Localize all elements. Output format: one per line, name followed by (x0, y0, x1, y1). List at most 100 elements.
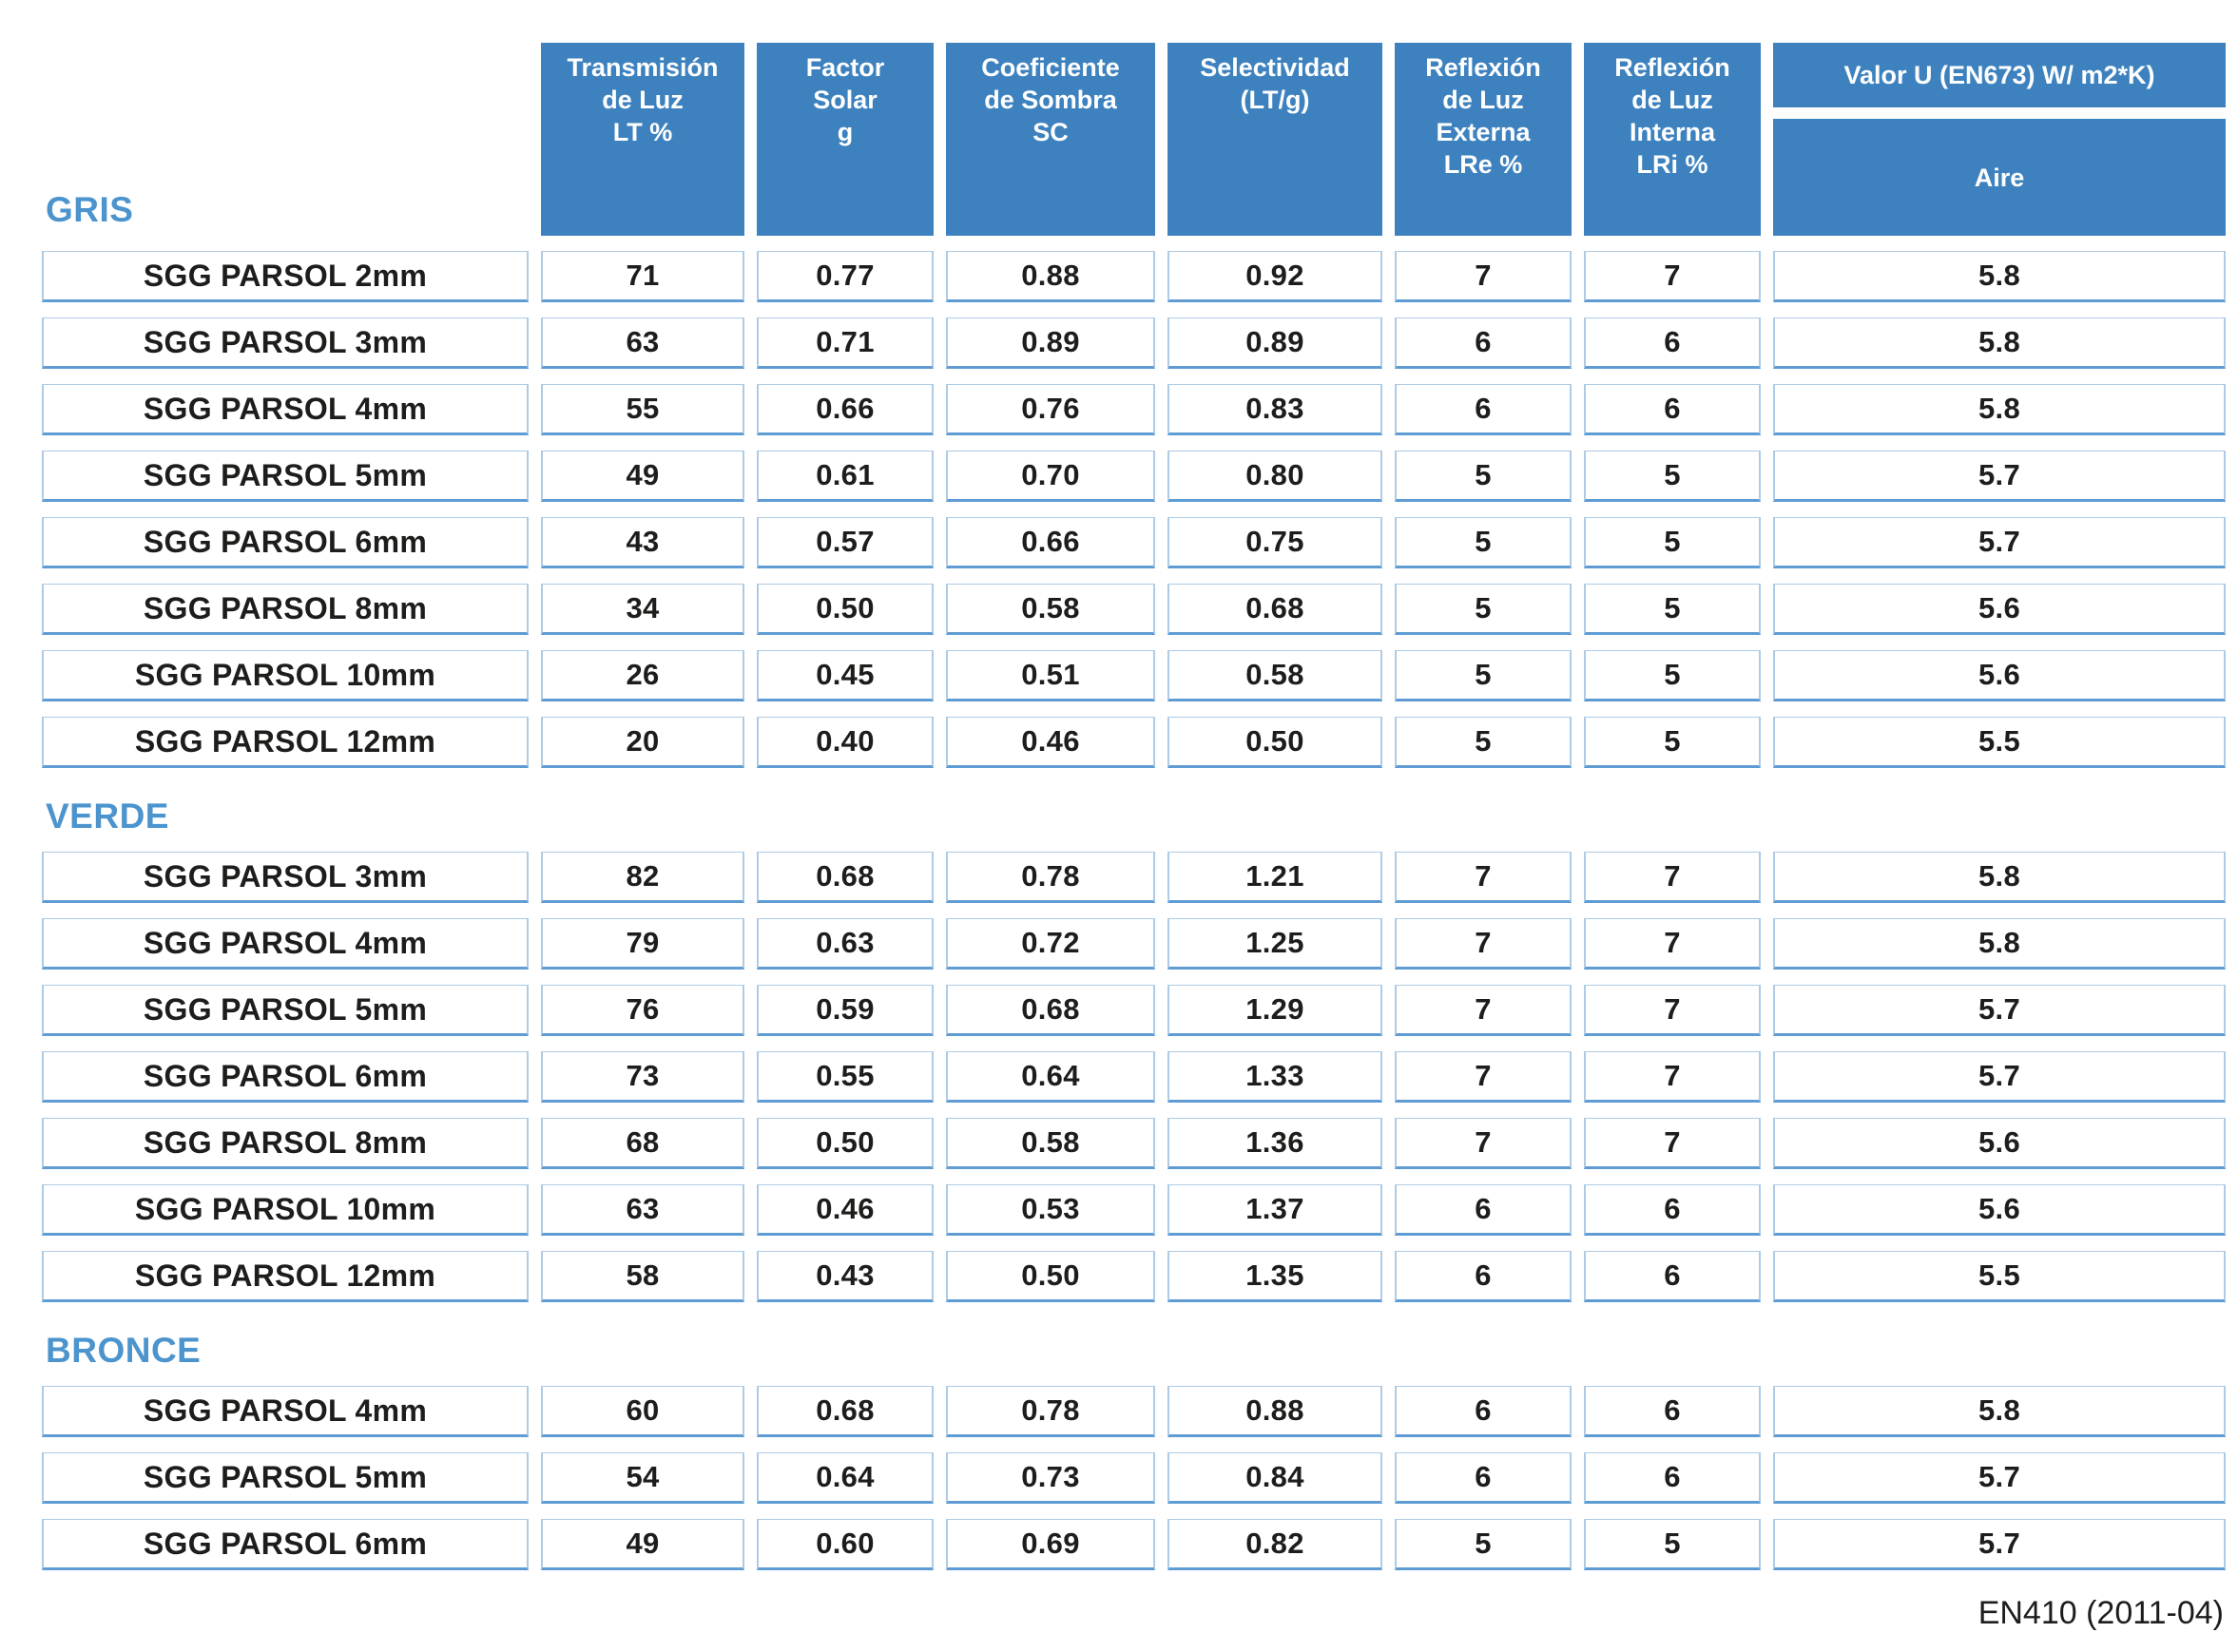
value-cell: 68 (541, 1118, 744, 1169)
value-cell: 7 (1395, 985, 1572, 1036)
section-title-row: BRONCE (42, 1317, 2226, 1371)
value-cell: 0.45 (757, 650, 934, 701)
cell-value: 0.72 (1021, 926, 1080, 959)
cell-value: 0.88 (1021, 259, 1080, 292)
cell-value: 7 (1664, 859, 1681, 893)
value-cell: 34 (541, 584, 744, 635)
cell-value: 5.7 (1978, 1527, 2020, 1560)
row-product-cell: SGG PARSOL 2mm (42, 251, 529, 302)
section-title: VERDE (46, 797, 169, 836)
value-cell: 5.6 (1773, 1118, 2226, 1169)
cell-value: 5 (1664, 658, 1681, 691)
value-cell: 6 (1584, 384, 1761, 435)
value-cell: 0.82 (1167, 1519, 1382, 1570)
row-product-cell: SGG PARSOL 5mm (42, 1452, 529, 1504)
cell-value: 0.46 (816, 1192, 875, 1225)
value-cell: 0.66 (946, 517, 1155, 568)
value-cell: 0.46 (757, 1184, 934, 1236)
cell-value: 0.61 (816, 458, 875, 491)
value-cell: 0.73 (946, 1452, 1155, 1504)
cell-value: 5 (1475, 658, 1492, 691)
cell-value: 0.75 (1245, 525, 1304, 558)
cell-value: 5.6 (1978, 1192, 2020, 1225)
value-cell: 0.64 (757, 1452, 934, 1504)
valor-u-subheader-aire: Aire (1773, 119, 2226, 236)
cell-value: 5.7 (1978, 1059, 2020, 1092)
value-cell: 0.55 (757, 1051, 934, 1103)
value-cell: 6 (1584, 1386, 1761, 1437)
value-cell: 55 (541, 384, 744, 435)
cell-value: 49 (626, 1527, 660, 1560)
cell-value: 1.25 (1245, 926, 1304, 959)
cell-value: 5 (1664, 591, 1681, 624)
cell-value: 6 (1664, 1258, 1681, 1292)
section-title-row: VERDE (42, 783, 2226, 836)
product-name: SGG PARSOL 12mm (134, 1258, 436, 1293)
value-cell: 6 (1395, 1386, 1572, 1437)
column-header-reflexion-luz-externa: Reflexión de Luz Externa LRe % (1395, 43, 1572, 236)
cell-value: 0.59 (816, 992, 875, 1026)
cell-value: 73 (626, 1059, 660, 1092)
value-cell: 0.84 (1167, 1452, 1382, 1504)
value-cell: 6 (1584, 1452, 1761, 1504)
value-cell: 7 (1395, 1051, 1572, 1103)
row-product-cell: SGG PARSOL 6mm (42, 517, 529, 568)
product-name: SGG PARSOL 10mm (134, 657, 436, 692)
cell-value: 1.36 (1245, 1125, 1304, 1159)
value-cell: 6 (1395, 1452, 1572, 1504)
value-cell: 0.50 (946, 1251, 1155, 1302)
cell-value: 0.50 (1021, 1258, 1080, 1292)
cell-value: 0.53 (1021, 1192, 1080, 1225)
value-cell: 5 (1395, 584, 1572, 635)
row-product-cell: SGG PARSOL 4mm (42, 918, 529, 970)
value-cell: 6 (1584, 317, 1761, 369)
value-cell: 5.5 (1773, 1251, 2226, 1302)
cell-value: 0.58 (1021, 1125, 1080, 1159)
row-product-cell: SGG PARSOL 12mm (42, 1251, 529, 1302)
cell-value: 5 (1475, 525, 1492, 558)
cell-value: 7 (1664, 992, 1681, 1026)
value-cell: 0.89 (1167, 317, 1382, 369)
value-cell: 5.8 (1773, 852, 2226, 903)
cell-value: 5 (1664, 724, 1681, 758)
value-cell: 7 (1395, 1118, 1572, 1169)
cell-value: 34 (626, 591, 660, 624)
cell-value: 7 (1664, 259, 1681, 292)
value-cell: 0.53 (946, 1184, 1155, 1236)
column-header-label: Selectividad (LT/g) (1200, 53, 1350, 114)
cell-value: 1.29 (1245, 992, 1304, 1026)
value-cell: 54 (541, 1452, 744, 1504)
cell-value: 0.70 (1021, 458, 1080, 491)
value-cell: 5.7 (1773, 985, 2226, 1036)
value-cell: 5.6 (1773, 584, 2226, 635)
value-cell: 0.76 (946, 384, 1155, 435)
value-cell: 79 (541, 918, 744, 970)
value-cell: 60 (541, 1386, 744, 1437)
value-cell: 7 (1584, 251, 1761, 302)
cell-value: 5 (1475, 458, 1492, 491)
cell-value: 7 (1664, 1125, 1681, 1159)
cell-value: 7 (1475, 926, 1492, 959)
value-cell: 20 (541, 717, 744, 768)
product-name: SGG PARSOL 12mm (134, 723, 436, 759)
value-cell: 0.71 (757, 317, 934, 369)
value-cell: 5.8 (1773, 1386, 2226, 1437)
cell-value: 60 (626, 1393, 660, 1427)
value-cell: 0.58 (946, 1118, 1155, 1169)
value-cell: 0.43 (757, 1251, 934, 1302)
column-header-label: Transmisión de Luz LT % (567, 53, 719, 146)
value-cell: 63 (541, 317, 744, 369)
value-cell: 71 (541, 251, 744, 302)
cell-value: 0.50 (816, 1125, 875, 1159)
product-name: SGG PARSOL 6mm (143, 1058, 428, 1093)
row-product-cell: SGG PARSOL 6mm (42, 1519, 529, 1570)
cell-value: 5.5 (1978, 724, 2020, 758)
cell-value: 20 (626, 724, 660, 758)
cell-value: 0.68 (1021, 992, 1080, 1026)
value-cell: 6 (1395, 384, 1572, 435)
cell-value: 6 (1475, 1393, 1492, 1427)
cell-value: 5 (1664, 1527, 1681, 1560)
value-cell: 1.37 (1167, 1184, 1382, 1236)
cell-value: 0.73 (1021, 1460, 1080, 1493)
